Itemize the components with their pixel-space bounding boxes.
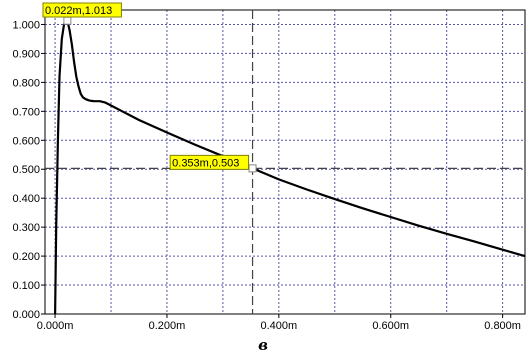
y-tick-label: 0.100 — [12, 280, 40, 292]
y-tick-label: 0.200 — [12, 251, 40, 263]
x-tick-label: 0.000m — [37, 320, 74, 332]
crosshair-cursor — [45, 10, 525, 314]
series-line — [54, 19, 526, 315]
y-tick-label: 0.000 — [12, 309, 40, 321]
value-markers: 0.022m,1.013 0.353m,0.503 — [42, 2, 257, 173]
figure-caption: в — [258, 336, 268, 354]
plot-frame — [44, 9, 526, 315]
y-tick-label: 0.600 — [12, 135, 40, 147]
x-tick-label: 0.800m — [484, 320, 521, 332]
y-tick-label: 0.800 — [12, 77, 40, 89]
marker-label: 0.353m,0.503 — [172, 157, 239, 169]
marker-label-box — [42, 2, 122, 18]
y-axis-ticks: 0.000 0.100 0.200 0.300 0.400 0.500 0.600 0.700… — [12, 19, 45, 321]
y-tick-label: 0.900 — [12, 48, 40, 60]
x-tick-label: 0.200m — [149, 320, 186, 332]
y-tick-label: 0.500 — [12, 164, 40, 176]
y-tick-label: 0.300 — [12, 222, 40, 234]
x-tick-label: 0.400m — [260, 320, 297, 332]
marker-label: 0.022m,1.013 — [45, 5, 112, 17]
y-tick-label: 0.700 — [12, 106, 40, 118]
marker-label-box — [169, 154, 250, 170]
grid — [45, 10, 525, 314]
x-axis-ticks: 0.000m 0.200m 0.400m 0.600m 0.800m — [37, 314, 521, 332]
marker-point — [248, 164, 257, 173]
y-tick-label: 0.400 — [12, 193, 40, 205]
y-tick-label: 1.000 — [12, 19, 40, 31]
x-tick-label: 0.600m — [372, 320, 409, 332]
marker-point — [63, 16, 72, 25]
